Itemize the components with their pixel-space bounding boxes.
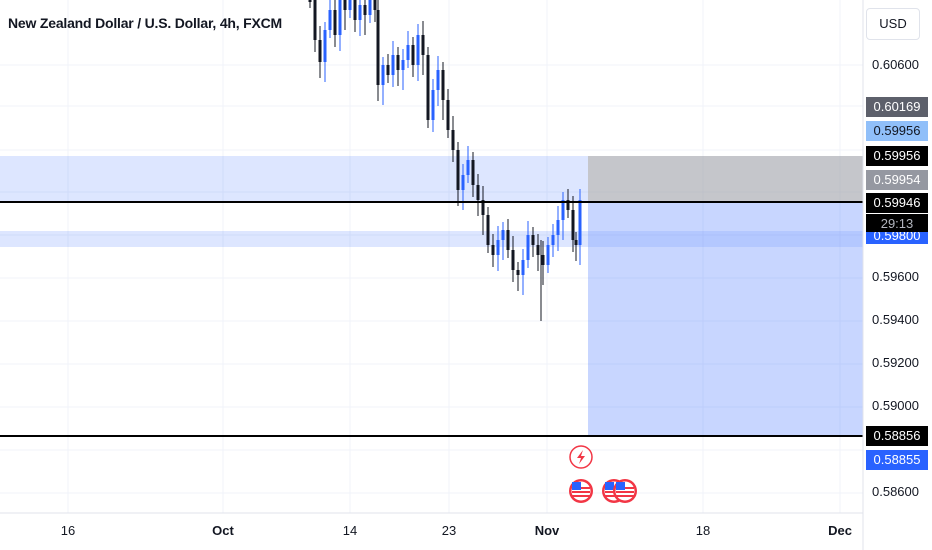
candle-body bbox=[436, 70, 440, 90]
candle-body bbox=[506, 230, 510, 250]
time-tick: Nov bbox=[534, 523, 560, 538]
candle-body bbox=[521, 260, 525, 275]
candle-body bbox=[338, 0, 342, 35]
candle-body bbox=[466, 160, 470, 175]
candle-body bbox=[333, 10, 337, 35]
candle-body bbox=[456, 150, 460, 190]
candle-body bbox=[353, 0, 357, 20]
price-tick: 0.59400 bbox=[872, 312, 919, 327]
candle-body bbox=[566, 200, 570, 210]
candle-body bbox=[574, 240, 578, 245]
price-tick: 0.59200 bbox=[872, 355, 919, 370]
demand-zone-lower bbox=[0, 231, 588, 247]
candle-body bbox=[426, 55, 430, 120]
candle-body bbox=[516, 270, 520, 275]
currency-button[interactable]: USD bbox=[866, 8, 920, 40]
candle-body bbox=[373, 0, 377, 10]
price-tick: 0.58600 bbox=[872, 484, 919, 499]
candle-body bbox=[381, 65, 385, 85]
position-target-zone bbox=[588, 202, 863, 436]
price-tag-target-alt: 0.58855 bbox=[866, 450, 928, 470]
candle-body bbox=[561, 200, 565, 220]
candle-body bbox=[421, 35, 425, 55]
candle-body bbox=[491, 245, 495, 255]
candle-body bbox=[396, 55, 400, 70]
time-tick: 16 bbox=[60, 523, 76, 538]
price-tag-countdown: 29:13 bbox=[866, 214, 928, 234]
price-tick: 0.59600 bbox=[872, 269, 919, 284]
position-mid-band bbox=[588, 231, 863, 247]
candle-body bbox=[376, 10, 380, 85]
candle-body bbox=[501, 230, 505, 240]
candle-body bbox=[416, 35, 420, 65]
candle-body bbox=[386, 65, 390, 75]
candle-body bbox=[511, 250, 515, 270]
price-tag-stop: 0.59956 bbox=[866, 146, 928, 166]
price-tag-high: 0.60169 bbox=[866, 97, 928, 117]
candle-body bbox=[461, 175, 465, 190]
candle-body bbox=[343, 0, 347, 10]
candle-body bbox=[441, 70, 445, 100]
candle-body bbox=[556, 220, 560, 235]
candle-body bbox=[358, 5, 362, 20]
candle-body bbox=[401, 60, 405, 70]
candle-body bbox=[368, 0, 372, 15]
candlestick-series bbox=[308, 0, 582, 321]
price-tick: 0.60600 bbox=[872, 57, 919, 72]
candle-body bbox=[323, 30, 327, 62]
candle-body bbox=[531, 235, 535, 245]
price-tag-last: 0.59946 bbox=[866, 193, 928, 213]
price-tick: 0.59000 bbox=[872, 398, 919, 413]
lightning-event-icon[interactable] bbox=[569, 445, 593, 469]
us-flag-event-icon[interactable] bbox=[569, 479, 593, 503]
candle-body bbox=[546, 245, 550, 265]
time-tick: 18 bbox=[695, 523, 711, 538]
candle-body bbox=[481, 200, 485, 215]
us-flag-event-icon[interactable] bbox=[613, 479, 637, 503]
chart-grid bbox=[0, 0, 863, 513]
candle-body bbox=[578, 200, 582, 245]
time-tick: Dec bbox=[828, 523, 852, 538]
time-tick: Oct bbox=[212, 523, 234, 538]
candle-body bbox=[318, 40, 322, 62]
demand-zone-upper bbox=[0, 156, 588, 202]
candle-body bbox=[471, 160, 475, 185]
candle-body bbox=[541, 255, 545, 265]
position-risk-zone bbox=[588, 156, 863, 202]
candle-body bbox=[348, 0, 352, 10]
chart-title: New Zealand Dollar / U.S. Dollar, 4h, FX… bbox=[8, 15, 282, 31]
candle-body bbox=[313, 0, 317, 40]
candle-body bbox=[551, 235, 555, 245]
candle-body bbox=[451, 130, 455, 150]
price-tag-target: 0.58856 bbox=[866, 426, 928, 446]
time-tick: 23 bbox=[441, 523, 457, 538]
candle-body bbox=[411, 45, 415, 65]
candle-body bbox=[496, 240, 500, 255]
time-tick: 14 bbox=[342, 523, 358, 538]
price-tag-zone-bottom: 0.59800 bbox=[866, 232, 928, 244]
price-tag-bid: 0.59954 bbox=[866, 170, 928, 190]
candle-body bbox=[363, 5, 367, 15]
candle-body bbox=[308, 0, 312, 2]
candle-body bbox=[431, 90, 435, 120]
candle-body bbox=[328, 10, 332, 30]
candle-body bbox=[406, 45, 410, 60]
price-tag-zone-top: 0.59956 bbox=[866, 121, 928, 141]
candle-body bbox=[446, 100, 450, 130]
candle-body bbox=[536, 245, 540, 255]
candle-body bbox=[526, 235, 530, 260]
candle-body bbox=[486, 215, 490, 245]
candle-body bbox=[571, 210, 575, 240]
candle-body bbox=[476, 185, 480, 200]
candle-body bbox=[391, 55, 395, 75]
